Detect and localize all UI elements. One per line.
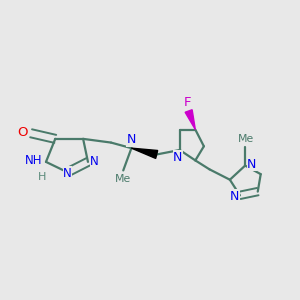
Text: N: N bbox=[90, 154, 99, 168]
Text: NH: NH bbox=[25, 154, 43, 166]
Text: N: N bbox=[63, 167, 72, 180]
Polygon shape bbox=[131, 148, 158, 158]
Text: O: O bbox=[18, 126, 28, 139]
Text: H: H bbox=[38, 172, 46, 182]
Text: N: N bbox=[127, 134, 136, 146]
Text: Me: Me bbox=[114, 174, 130, 184]
Text: N: N bbox=[173, 151, 183, 164]
Text: N: N bbox=[247, 158, 256, 171]
Text: F: F bbox=[184, 96, 192, 109]
Text: N: N bbox=[230, 190, 239, 203]
Polygon shape bbox=[185, 110, 195, 130]
Text: Me: Me bbox=[238, 134, 254, 144]
